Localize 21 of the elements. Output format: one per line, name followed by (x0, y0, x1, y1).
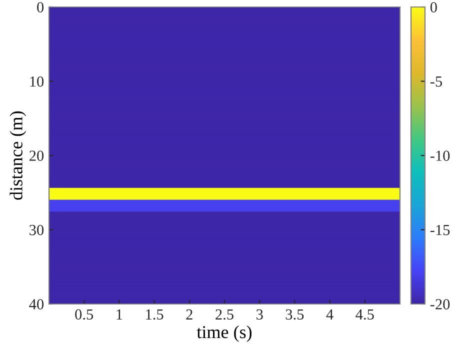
x-tick-label: 2.5 (216, 309, 234, 320)
x-tick-label: 0.5 (75, 309, 94, 320)
x-tick-label: 4 (326, 309, 334, 320)
color-bar-label: -5 (430, 76, 442, 87)
color-bar-label: 0 (430, 2, 437, 12)
x-tick-label: 4.5 (356, 309, 374, 320)
color-bar-label: -20 (430, 299, 450, 310)
color-bar-label: -15 (430, 224, 450, 236)
x-tick-label: 2 (186, 309, 192, 320)
y-tick-label: 30 (30, 224, 44, 236)
y-tick-label: 40 (29, 299, 44, 310)
x-tick-label: 1.5 (146, 309, 164, 320)
x-tick-label: 3.5 (286, 309, 304, 320)
x-tick-label: 1 (116, 309, 122, 320)
y-tick-label: 10 (30, 76, 44, 87)
y-tick-label: 0 (37, 2, 44, 12)
x-tick-label: 3 (256, 309, 263, 320)
color-bar-label: -10 (430, 150, 450, 161)
y-tick-label: 20 (30, 150, 44, 161)
y-axis-title: distance (m) (10, 111, 26, 200)
x-axis-title: time (s) (196, 325, 252, 342)
